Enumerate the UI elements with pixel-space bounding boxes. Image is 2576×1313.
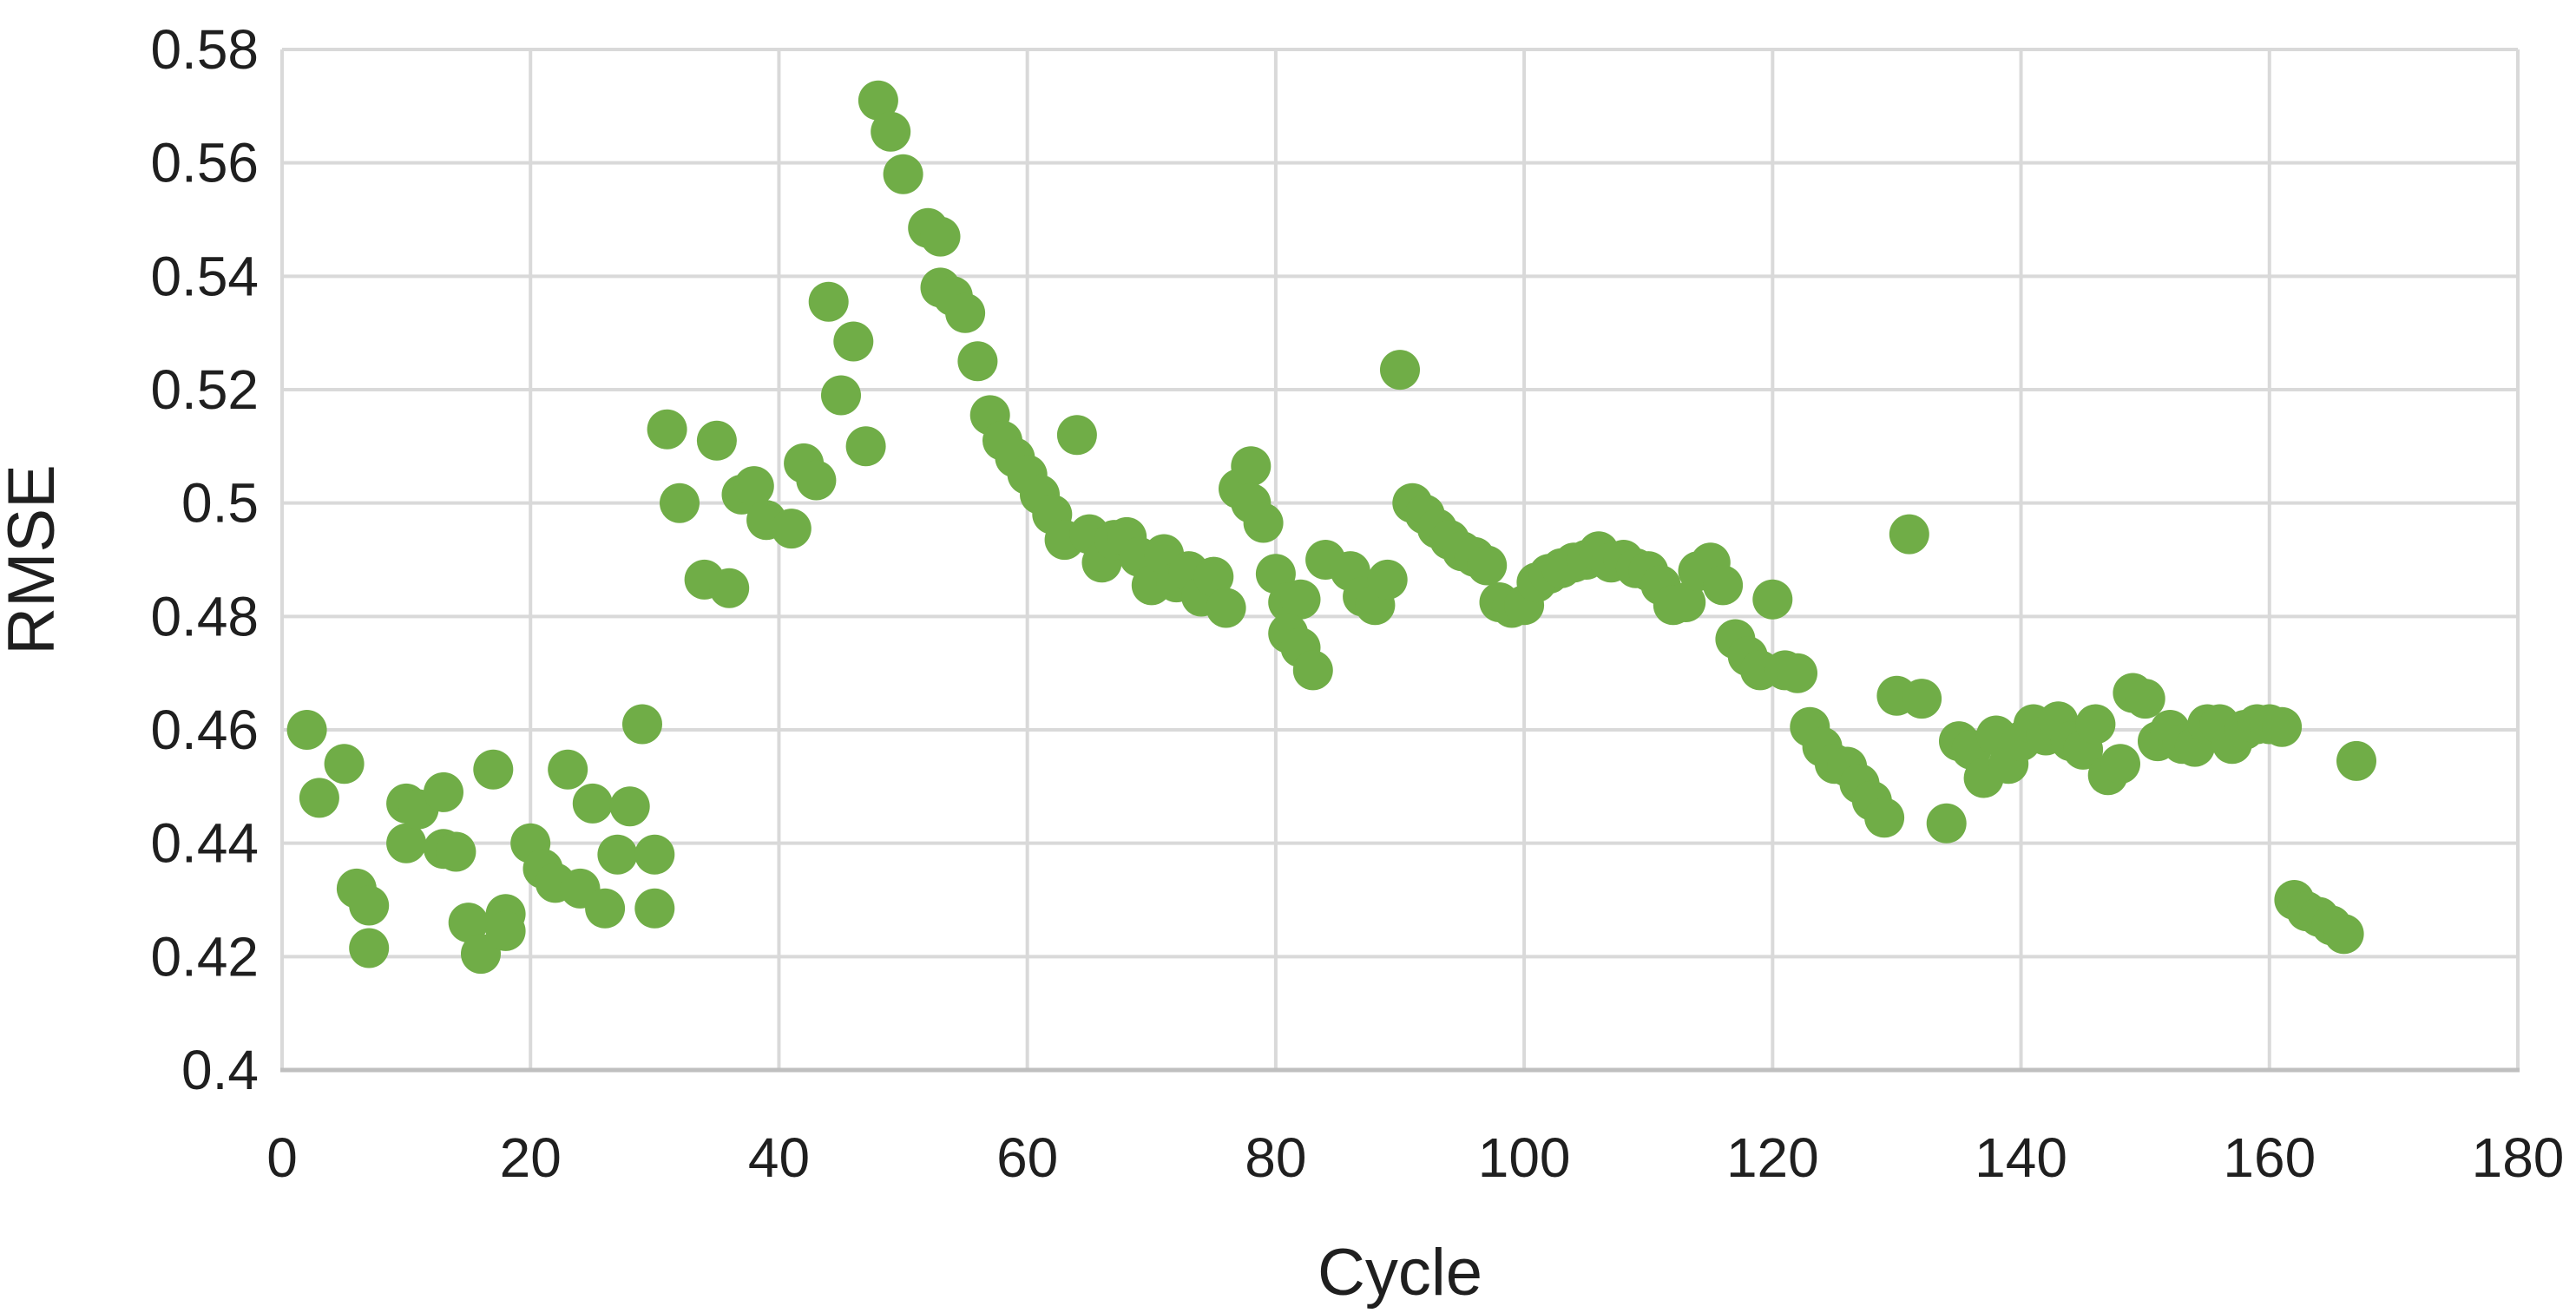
y-tick-label: 0.54 — [150, 245, 259, 307]
data-point — [821, 375, 861, 416]
data-point — [634, 834, 675, 875]
data-point — [1703, 565, 1744, 606]
data-point — [1243, 502, 1284, 543]
data-point — [845, 426, 886, 467]
data-point — [796, 460, 837, 501]
data-point — [957, 341, 998, 382]
x-tick-label: 180 — [2472, 1126, 2565, 1189]
data-point — [808, 281, 849, 322]
data-point — [1666, 582, 1706, 622]
y-tick-label: 0.56 — [150, 132, 259, 194]
data-point — [1864, 798, 1905, 838]
data-point — [286, 710, 327, 750]
data-point — [585, 888, 626, 929]
data-point — [920, 216, 961, 257]
data-point — [1280, 579, 1321, 620]
data-point — [349, 885, 390, 926]
data-point — [386, 823, 427, 863]
data-point — [858, 80, 898, 121]
data-point — [2323, 914, 2364, 955]
data-point — [349, 928, 390, 968]
data-point — [1467, 545, 1508, 586]
x-tick-label: 40 — [748, 1126, 810, 1189]
data-point — [1056, 415, 1097, 456]
x-tick-label: 120 — [1726, 1126, 1819, 1189]
x-tick-label: 160 — [2223, 1126, 2316, 1189]
data-point — [324, 744, 365, 785]
data-point — [1231, 446, 1272, 487]
data-point — [597, 834, 638, 875]
data-point — [696, 420, 737, 461]
x-tick-label: 20 — [500, 1126, 562, 1189]
y-tick-label: 0.44 — [150, 812, 259, 875]
tick-labels: 0 20 40 60 80 100 120 140 160 180 0.4 0.42 0.44 0.46 0… — [150, 18, 2564, 1189]
x-tick-label: 140 — [1975, 1126, 2067, 1189]
data-point — [485, 910, 526, 951]
y-axis-title: RMSE — [0, 464, 69, 655]
x-axis-title: Cycle — [1318, 1236, 1482, 1310]
y-tick-label: 0.58 — [150, 18, 259, 81]
data-point — [622, 704, 662, 745]
data-point — [833, 321, 874, 362]
data-point — [634, 888, 675, 929]
data-point — [1380, 350, 1420, 391]
data-point — [871, 111, 911, 152]
data-point — [1193, 556, 1234, 597]
data-point — [709, 568, 750, 608]
data-point — [2100, 744, 2140, 785]
data-point — [436, 831, 476, 872]
data-point — [945, 292, 986, 333]
data-point — [771, 509, 812, 549]
y-tick-label: 0.5 — [181, 472, 259, 535]
data-point — [609, 786, 650, 827]
data-point — [1889, 514, 1929, 555]
data-point — [1292, 650, 1333, 691]
data-point — [572, 783, 613, 824]
data-point — [647, 409, 687, 450]
y-tick-label: 0.52 — [150, 358, 259, 421]
data-point — [1902, 679, 1942, 719]
y-tick-label: 0.42 — [150, 925, 259, 988]
data-point — [883, 154, 923, 194]
y-tick-label: 0.48 — [150, 585, 259, 647]
x-tick-label: 80 — [1245, 1126, 1306, 1189]
data-point — [299, 778, 339, 818]
data-point — [1926, 803, 1967, 844]
y-tick-label: 0.4 — [181, 1039, 259, 1101]
x-tick-label: 60 — [996, 1126, 1058, 1189]
data-point — [1752, 579, 1793, 620]
x-tick-label: 100 — [1478, 1126, 1571, 1189]
y-tick-label: 0.46 — [150, 699, 259, 761]
data-point — [1367, 559, 1408, 600]
data-point — [448, 903, 489, 943]
data-point — [660, 483, 700, 523]
data-point — [1206, 588, 1246, 628]
data-point — [2125, 679, 2165, 719]
x-tick-label: 0 — [266, 1126, 298, 1189]
data-point — [548, 749, 588, 790]
data-point — [1778, 653, 1817, 693]
data-point — [473, 749, 514, 790]
data-point — [2262, 706, 2303, 747]
data-points — [286, 80, 2376, 975]
data-point — [2075, 704, 2116, 745]
data-point — [733, 466, 774, 507]
data-point — [424, 771, 463, 812]
data-point — [2336, 740, 2376, 781]
